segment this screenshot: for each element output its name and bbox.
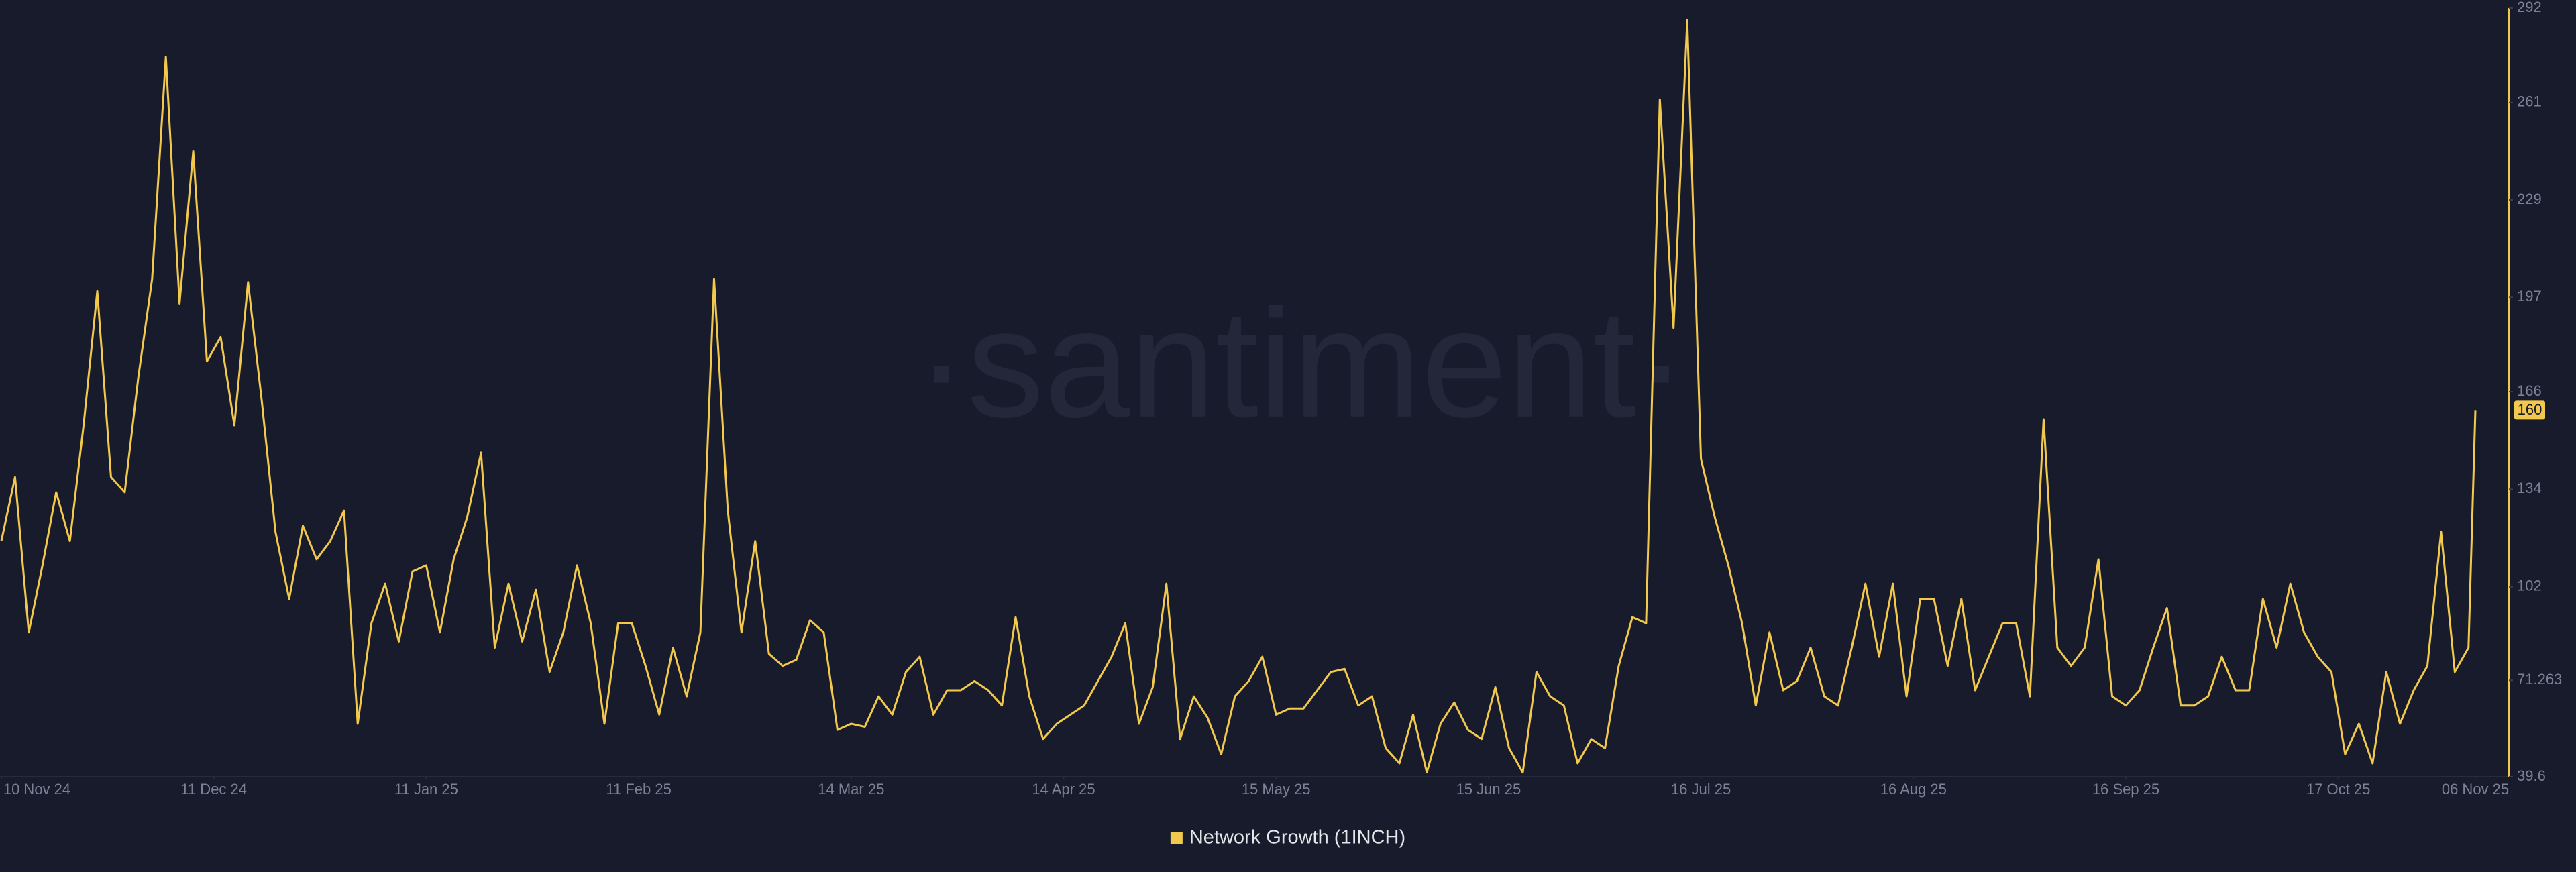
legend-label: Network Growth (1INCH): [1189, 827, 1405, 849]
y-tick-label: 39.6: [2517, 767, 2546, 784]
x-tick-label: 16 Aug 25: [1880, 781, 1947, 798]
x-tick-label: 14 Apr 25: [1032, 781, 1095, 798]
data-line: [0, 19, 2477, 774]
x-tick-label: 15 Jun 25: [1456, 781, 1521, 798]
last-value-label: 160: [2518, 401, 2542, 418]
y-tick-label: 102: [2517, 577, 2542, 594]
y-tick-label: 292: [2517, 0, 2542, 15]
legend: Network Growth (1INCH): [1170, 827, 1405, 849]
watermark: ·santiment·: [916, 277, 1687, 449]
y-tick-label: 166: [2517, 382, 2542, 399]
x-tick-label: 14 Mar 25: [818, 781, 884, 798]
x-tick-label: 10 Nov 24: [3, 781, 70, 798]
x-tick-label: 17 Oct 25: [2306, 781, 2370, 798]
x-tick-label: 11 Dec 24: [180, 781, 247, 798]
x-tick-label: 16 Sep 25: [2092, 781, 2159, 798]
y-tick-label: 71.263: [2517, 671, 2562, 688]
x-tick-label: 16 Jul 25: [1671, 781, 1731, 798]
y-tick-label: 134: [2517, 480, 2542, 496]
last-value-badge: [2514, 400, 2545, 420]
y-tick-label: 229: [2517, 190, 2542, 207]
y-tick-label: 197: [2517, 288, 2542, 305]
x-tick-label: 11 Jan 25: [394, 781, 458, 798]
x-tick-label: 06 Nov 25: [2442, 781, 2509, 798]
x-tick-label: 15 May 25: [1242, 781, 1311, 798]
y-tick-label: 261: [2517, 93, 2542, 110]
legend-swatch: [1170, 832, 1183, 844]
x-tick-label: 11 Feb 25: [606, 781, 671, 798]
